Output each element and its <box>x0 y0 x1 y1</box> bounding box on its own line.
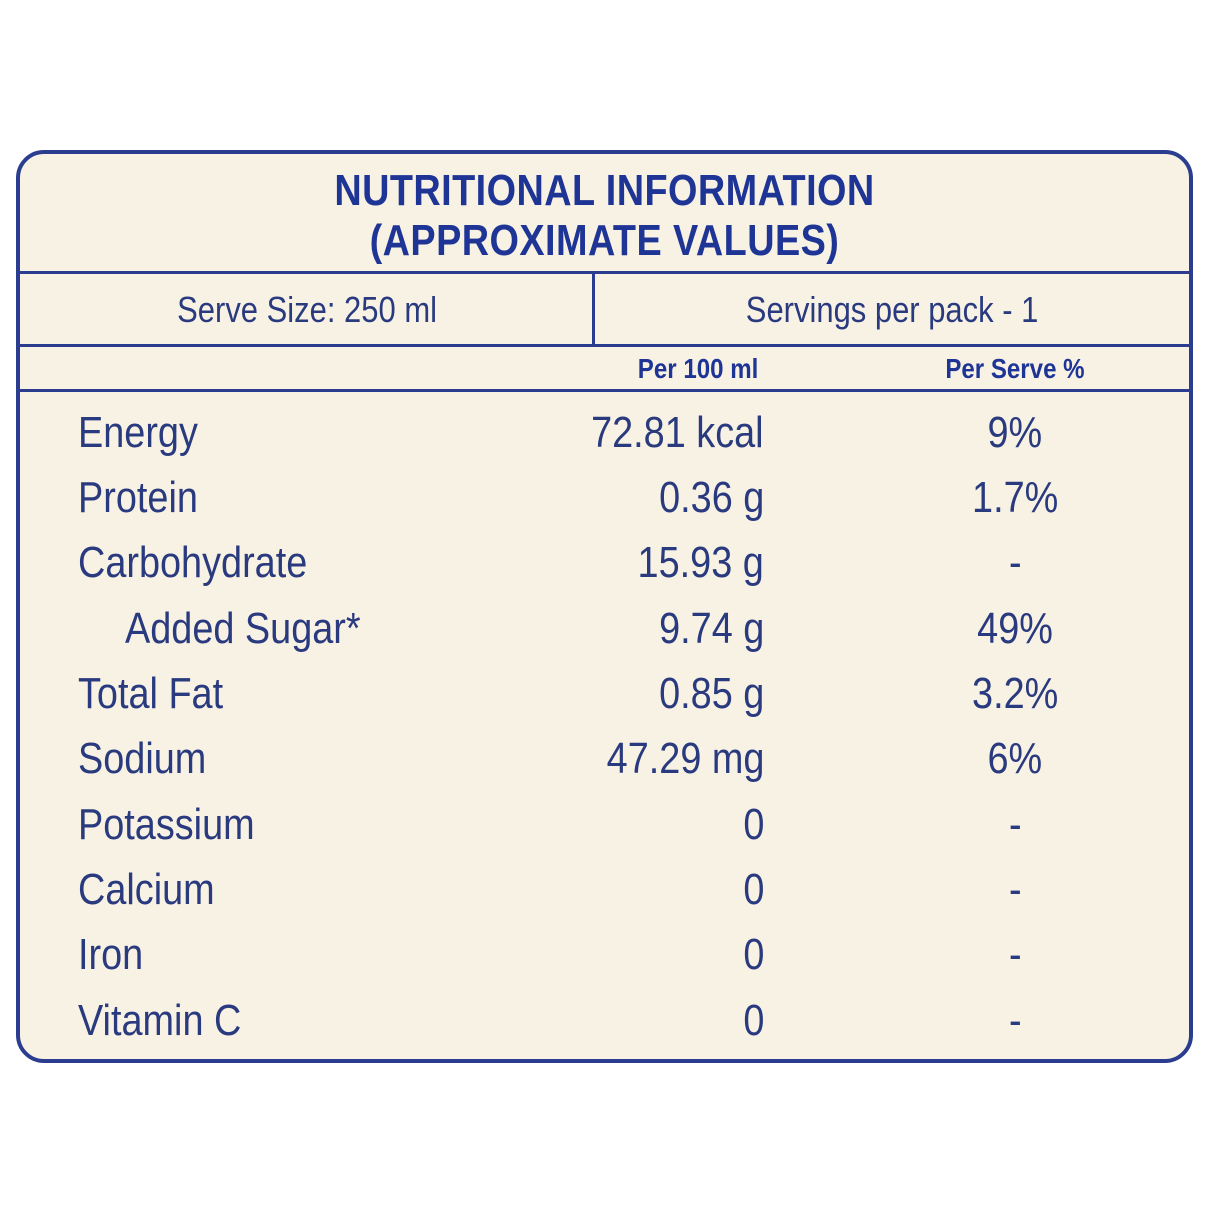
nutrient-row-calcium: Calcium 0 - <box>20 857 1189 922</box>
servings-cell: Servings per pack - 1 <box>595 276 1189 344</box>
nutrient-percent: - <box>1008 538 1022 587</box>
column-header-per-100: Per 100 ml <box>637 353 759 384</box>
serve-divider <box>592 271 595 346</box>
nutrient-percent: - <box>1008 930 1022 979</box>
nutrient-value: 0 <box>742 996 764 1045</box>
serve-size-cell: Serve Size: 250 ml <box>20 276 594 344</box>
column-header-per-serve: Per Serve % <box>945 353 1085 384</box>
nutrient-name: Vitamin C <box>78 996 242 1045</box>
divider-top <box>20 271 1189 274</box>
nutrition-panel: NUTRITIONAL INFORMATION (APPROXIMATE VAL… <box>16 150 1193 1063</box>
nutrient-name: Energy <box>78 408 198 457</box>
servings-label: Servings per pack - 1 <box>745 289 1039 330</box>
nutrient-name: Total Fat <box>78 669 224 718</box>
nutrient-row-iron: Iron 0 - <box>20 922 1189 987</box>
nutrient-percent: 9% <box>987 408 1043 457</box>
nutrient-value: 0.36 g <box>658 473 764 522</box>
divider-middle <box>20 344 1189 347</box>
nutrient-percent: - <box>1008 996 1022 1045</box>
nutrient-value: 0.85 g <box>658 669 764 718</box>
nutrient-name: Added Sugar* <box>125 604 361 653</box>
panel-title: NUTRITIONAL INFORMATION (APPROXIMATE VAL… <box>102 166 1107 266</box>
nutrient-value: 0 <box>742 930 764 979</box>
nutrient-value: 9.74 g <box>658 604 764 653</box>
nutrient-percent: - <box>1008 865 1022 914</box>
nutrient-percent: 49% <box>977 604 1053 653</box>
nutrient-name: Iron <box>78 930 144 979</box>
divider-header-bottom <box>20 389 1189 392</box>
nutrient-row-sodium: Sodium 47.29 mg 6% <box>20 726 1189 791</box>
nutrient-name: Potassium <box>78 800 255 849</box>
nutrient-name: Sodium <box>78 734 207 783</box>
nutrient-row-total-fat: Total Fat 0.85 g 3.2% <box>20 661 1189 726</box>
nutrient-name: Calcium <box>78 865 215 914</box>
nutrient-value: 0 <box>742 800 764 849</box>
nutrient-percent: 6% <box>987 734 1043 783</box>
nutrient-percent: 3.2% <box>971 669 1059 718</box>
nutrient-name: Carbohydrate <box>78 538 308 587</box>
title-line-2: (APPROXIMATE VALUES) <box>369 216 840 265</box>
nutrient-row-carbohydrate: Carbohydrate 15.93 g - <box>20 530 1189 595</box>
serve-size-label: Serve Size: 250 ml <box>177 289 437 330</box>
nutrient-percent: 1.7% <box>971 473 1059 522</box>
title-line-1: NUTRITIONAL INFORMATION <box>334 166 875 215</box>
nutrient-row-potassium: Potassium 0 - <box>20 792 1189 857</box>
nutrient-row-added-sugar: Added Sugar* 9.74 g 49% <box>20 596 1189 661</box>
nutrient-value: 72.81 kcal <box>591 408 764 457</box>
nutrient-row-protein: Protein 0.36 g 1.7% <box>20 465 1189 530</box>
nutrient-percent: - <box>1008 800 1022 849</box>
nutrient-row-energy: Energy 72.81 kcal 9% <box>20 400 1189 465</box>
nutrient-value: 0 <box>742 865 764 914</box>
nutrient-value: 47.29 mg <box>606 734 764 783</box>
nutrient-name: Protein <box>78 473 198 522</box>
nutrient-row-vitamin-c: Vitamin C 0 - <box>20 988 1189 1053</box>
nutrient-value: 15.93 g <box>637 538 764 587</box>
